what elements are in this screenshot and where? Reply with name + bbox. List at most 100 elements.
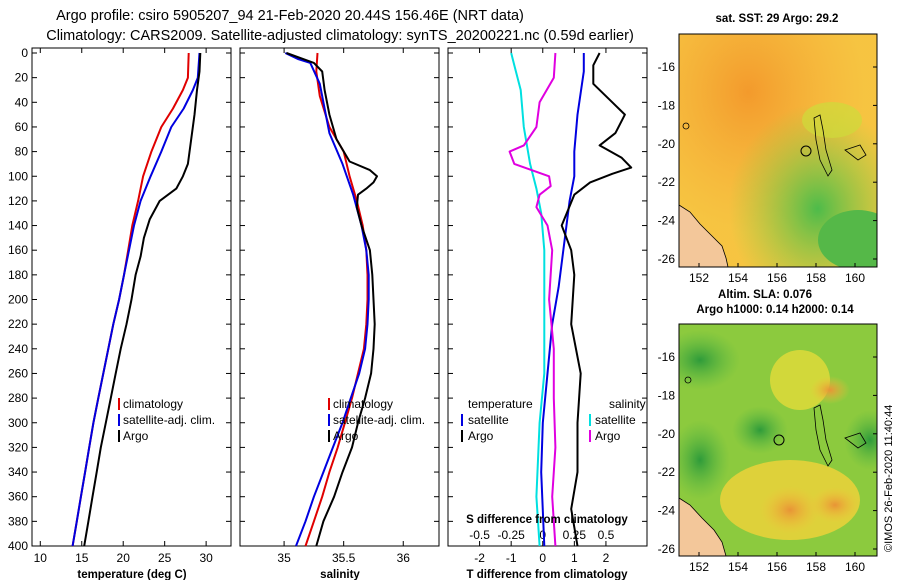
salinity-xlabel: salinity [320, 569, 360, 580]
sla-green-patch [732, 406, 788, 454]
map-x-tick-label: 156 [767, 560, 787, 574]
map-y-tick-label: -16 [658, 60, 676, 74]
x-tick-label: 36 [397, 551, 411, 565]
legend-satellite: satellite-adj. clim. [123, 413, 215, 427]
sla-orange-patch [760, 486, 820, 534]
y-tick-label: 40 [15, 95, 29, 109]
x-tick-label: 15 [75, 551, 89, 565]
sst-land [679, 205, 728, 267]
y-tick-label: 80 [15, 145, 29, 159]
series-line-climatology [304, 52, 369, 547]
y-tick-label: 0 [21, 46, 28, 60]
y-tick-label: 240 [8, 342, 28, 356]
legend-climatology: climatology [123, 397, 183, 411]
x-tick-label: -2 [474, 551, 485, 565]
sla-green-patch [844, 410, 877, 470]
y-tick-label: 100 [8, 169, 28, 183]
difference-panel [447, 47, 648, 547]
map-x-tick-label: 158 [806, 271, 826, 285]
y-tick-label: 380 [8, 514, 28, 528]
sst-reef [844, 144, 867, 161]
map-x-tick-label: 152 [689, 560, 709, 574]
legend-temperature-title: temperature [468, 397, 533, 411]
legend-sal-argo: Argo [595, 429, 621, 443]
imos-stamp: ©IMOS 26-Feb-2020 11:40:44 [883, 405, 895, 552]
map-y-tick-label: -18 [658, 98, 676, 112]
y-tick-label: 20 [15, 71, 29, 85]
series-line-satellite-adj-clim- [71, 52, 201, 547]
map-x-tick-label: 152 [689, 271, 709, 285]
y-tick-label: 120 [8, 194, 28, 208]
s-diff-tick-label: 0.5 [598, 528, 615, 542]
sla-island [684, 376, 692, 384]
sla-coastline [679, 497, 727, 556]
legend-salinity-title: salinity [609, 397, 646, 411]
sst-map [679, 34, 877, 267]
map-x-tick-label: 158 [806, 560, 826, 574]
legend-temp-satellite: satellite [468, 413, 509, 427]
legend-sal-satellite: satellite [595, 413, 636, 427]
salinity-panel [239, 47, 440, 547]
sla-orange-patch [810, 376, 850, 404]
temperature-panel [31, 47, 232, 547]
s-diff-tick-label: -0.5 [469, 528, 490, 542]
y-tick-label: 280 [8, 391, 28, 405]
x-tick-label: 25 [158, 551, 172, 565]
series-line-temperature-satellite [510, 52, 546, 547]
y-tick-label: 160 [8, 243, 28, 257]
legend-temp-argo: Argo [468, 429, 494, 443]
map-y-tick-label: -26 [658, 542, 676, 556]
x-tick-label: 1 [571, 551, 578, 565]
argo-location-marker [800, 145, 812, 157]
sst-coastline [679, 204, 729, 267]
series-line-temperature-satellite-blue- [540, 53, 585, 547]
y-tick-label: 180 [8, 268, 28, 282]
x-tick-label: 20 [117, 551, 131, 565]
map-y-tick-label: -20 [658, 427, 676, 441]
map-y-tick-label: -20 [658, 137, 676, 151]
legend-argo: Argo [123, 429, 149, 443]
series-line-satellite-adj-clim- [284, 52, 370, 547]
y-tick-label: 400 [8, 539, 28, 553]
x-tick-label: 2 [603, 551, 610, 565]
y-tick-label: 300 [8, 416, 28, 430]
x-tick-label: 35.5 [332, 551, 356, 565]
y-tick-label: 140 [8, 219, 28, 233]
y-tick-label: 220 [8, 317, 28, 331]
sla-orange-patch [810, 487, 860, 523]
y-tick-label: 200 [8, 293, 28, 307]
title-line-1: Argo profile: csiro 5905207_94 21-Feb-20… [56, 8, 524, 24]
sla-map-title-2: Argo h1000: 0.14 h2000: 0.14 [696, 304, 854, 316]
sst-yellowgreen-patch [802, 102, 862, 138]
sst-map-title: sat. SST: 29 Argo: 29.2 [716, 13, 839, 25]
x-tick-label: 0 [539, 551, 546, 565]
legend-climatology: climatology [333, 397, 393, 411]
difference-legend: temperature satellite Argo salinity sate… [461, 397, 646, 443]
sst-green-patch [818, 210, 877, 267]
s-diff-tick-label: 0.25 [563, 528, 587, 542]
map-y-tick-label: -26 [658, 252, 676, 266]
map-ticks: 152 154 156 158 160 -16 -18 -20 -22 -24 -26 152 154 1… [658, 60, 877, 574]
series-line-argo [286, 52, 378, 547]
salinity-legend: climatology satellite-adj. clim. Argo [328, 397, 425, 443]
legend-argo: Argo [333, 429, 359, 443]
sla-map [679, 324, 877, 556]
map-y-tick-label: -22 [658, 175, 676, 189]
sla-map-title-1: Altim. SLA: 0.076 [718, 289, 812, 301]
x-tick-label: 10 [34, 551, 48, 565]
sla-green-patch [679, 330, 740, 390]
temperature-legend: climatology satellite-adj. clim. Argo [118, 397, 215, 443]
sst-island [682, 122, 690, 130]
argo-location-marker [773, 434, 785, 446]
sla-reef [844, 432, 867, 449]
legend-satellite: satellite-adj. clim. [333, 413, 425, 427]
series-line-argo [83, 52, 202, 547]
map-y-tick-label: -18 [658, 388, 676, 402]
series-line-temperature-argo [560, 52, 633, 547]
sla-land [679, 498, 726, 556]
series-line-salinity-argo [508, 52, 557, 547]
sla-map-frame [678, 323, 878, 557]
title-line-2: Climatology: CARS2009. Satellite-adjuste… [46, 28, 634, 44]
sst-reef [813, 114, 833, 177]
